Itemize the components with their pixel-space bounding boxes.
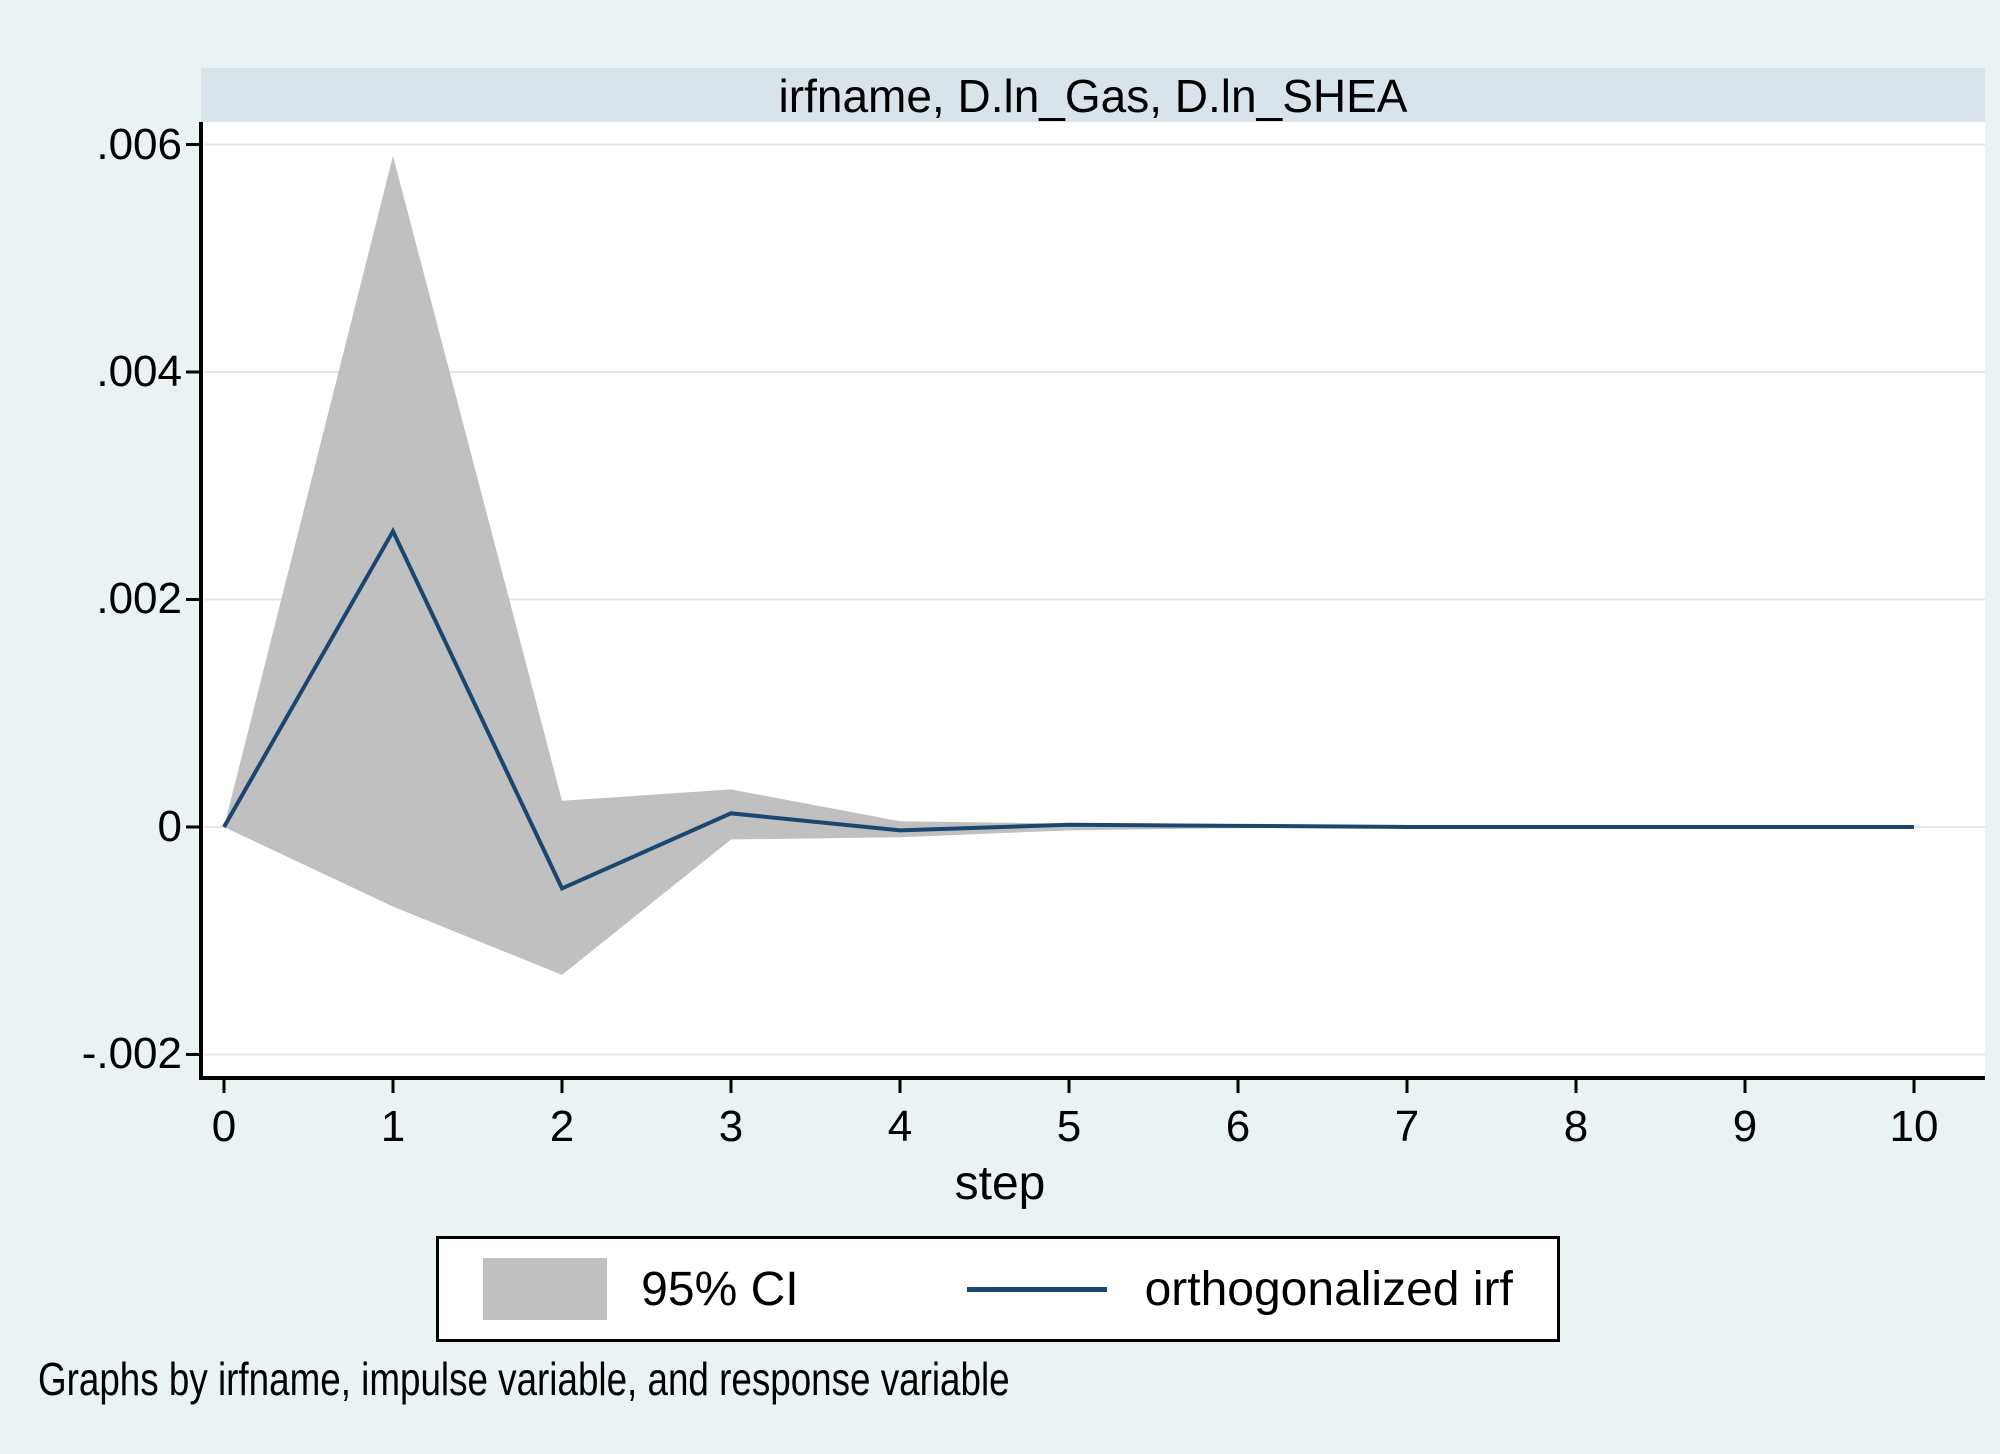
x-tick-label: 9 — [1732, 1102, 1758, 1151]
x-tick-label: 7 — [1394, 1102, 1420, 1151]
legend: 95% CI orthogonalized irf — [436, 1236, 1560, 1342]
x-tick-label: 6 — [1225, 1102, 1251, 1151]
x-axis-title: step — [954, 1157, 1046, 1210]
plot-title-bar: irfname, D.ln_Gas, D.ln_SHEA — [201, 68, 1985, 122]
x-tick-label: 2 — [549, 1102, 575, 1151]
y-tick-label: -.002 — [81, 1029, 182, 1079]
legend-label-irf: orthogonalized irf — [1144, 1262, 1513, 1316]
graph-caption: Graphs by irfname, impulse variable, and… — [38, 1353, 1010, 1405]
y-tick-label: .006 — [96, 119, 182, 169]
ci-band — [223, 155, 1915, 975]
x-tick-label: 1 — [380, 1102, 406, 1151]
ci-band-swatch — [483, 1258, 608, 1320]
x-tick-label: 8 — [1563, 1102, 1589, 1151]
x-tick-label: 0 — [211, 1102, 237, 1151]
plot-title: irfname, D.ln_Gas, D.ln_SHEA — [778, 70, 1408, 122]
x-tick-label: 3 — [718, 1102, 744, 1151]
oirf-line — [222, 526, 1915, 892]
y-tick-label: .004 — [96, 347, 182, 396]
x-tick-label: 4 — [887, 1102, 913, 1151]
x-tick-label: 10 — [1889, 1102, 1939, 1151]
x-tick-label: 5 — [1056, 1102, 1082, 1151]
legend-label-ci: 95% CI — [641, 1262, 799, 1316]
y-tick-label: .002 — [96, 574, 182, 624]
irf-line-swatch — [966, 1286, 1107, 1292]
y-tick-label: 0 — [157, 801, 182, 851]
